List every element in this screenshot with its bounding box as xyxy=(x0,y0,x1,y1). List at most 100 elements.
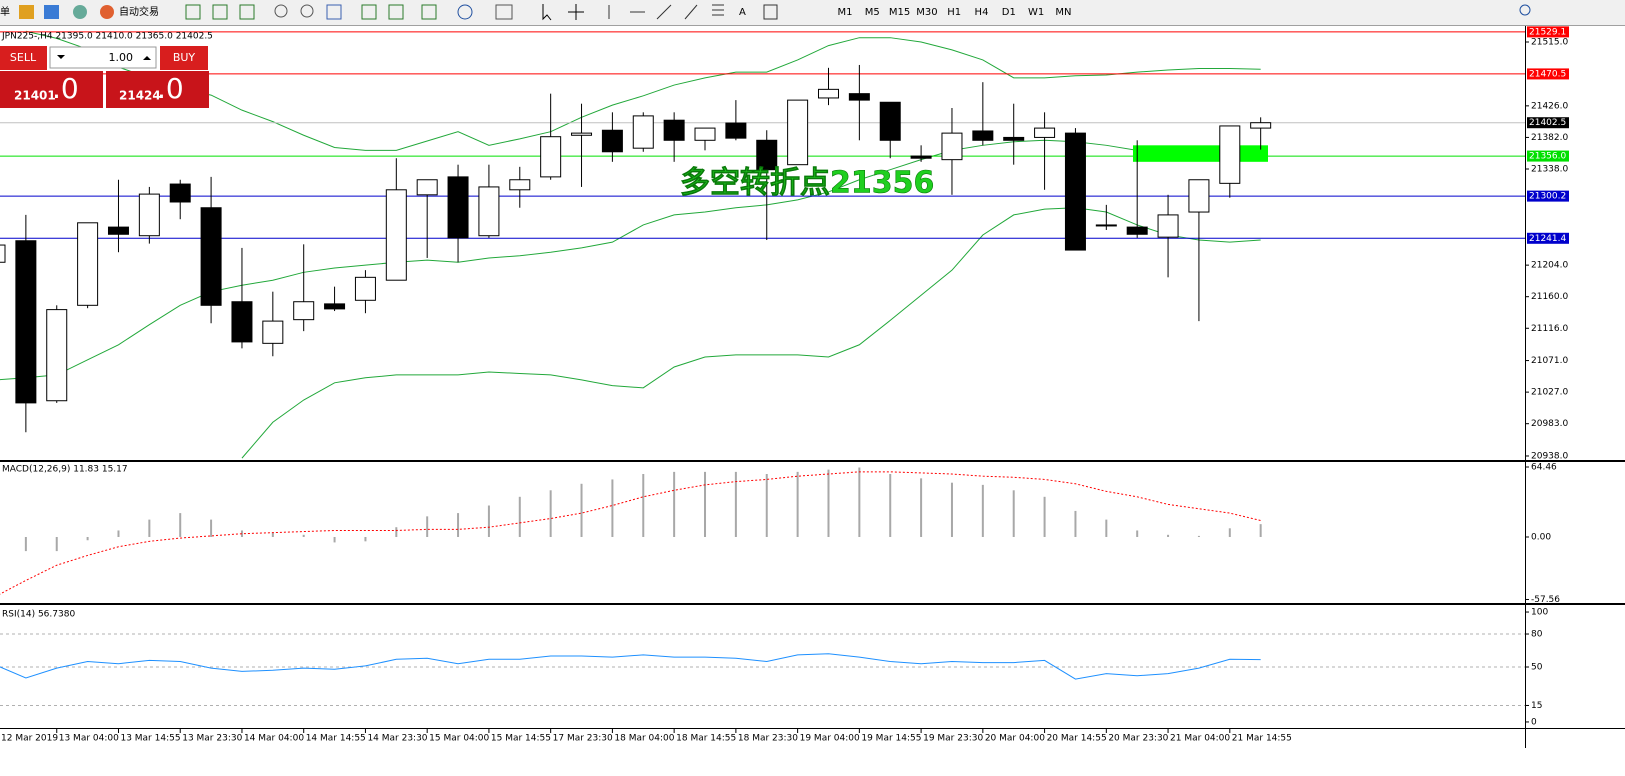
candle-body xyxy=(540,136,562,178)
timeframe-button[interactable]: H4 xyxy=(975,7,989,18)
x-tick-label: 13 Mar 23:30 xyxy=(182,734,242,744)
price-panel: 多空转折点21356 xyxy=(0,30,1525,459)
y-tick-label: 21338.0 xyxy=(1531,164,1568,174)
y-tick-label: 21426.0 xyxy=(1531,101,1568,111)
y-tick-label: 21515.0 xyxy=(1531,37,1568,47)
y-tick-label: 21116.0 xyxy=(1531,324,1568,334)
icon[interactable] xyxy=(457,4,473,20)
icon[interactable] xyxy=(542,4,552,21)
buy-button[interactable] xyxy=(160,46,208,70)
candle-body xyxy=(879,101,901,141)
timeframe-button[interactable]: M5 xyxy=(865,7,880,18)
timeframe-button[interactable]: M15 xyxy=(889,7,910,18)
icon[interactable] xyxy=(19,5,34,19)
y-tick-label: 15 xyxy=(1531,701,1542,711)
icon[interactable] xyxy=(185,4,201,20)
candle-body xyxy=(632,115,654,149)
menu-stub[interactable]: 单 xyxy=(0,6,10,18)
icon[interactable] xyxy=(300,4,314,18)
bid-main: 21401 xyxy=(14,89,56,103)
candle-body xyxy=(354,276,376,301)
bid-fraction: .0 xyxy=(52,72,79,105)
y-tick-label: 21071.0 xyxy=(1531,356,1568,366)
lot-value[interactable]: 1.00 xyxy=(109,51,134,64)
y-tick-label: 0 xyxy=(1531,717,1537,727)
level-tag xyxy=(1527,26,1569,38)
icon[interactable] xyxy=(421,4,437,20)
timeframe-button[interactable]: H1 xyxy=(947,7,961,18)
x-tick-label: 12 Mar 2019 xyxy=(1,734,58,744)
icon[interactable] xyxy=(568,4,584,20)
timeframe-button[interactable]: M30 xyxy=(916,7,937,18)
ask-box[interactable] xyxy=(106,71,209,108)
icon[interactable] xyxy=(326,4,342,20)
candle-body xyxy=(756,139,778,171)
icon[interactable] xyxy=(388,4,404,20)
candle-body xyxy=(817,88,839,99)
level-tag-label: 21529.1 xyxy=(1529,27,1566,37)
x-tick-label: 14 Mar 14:55 xyxy=(306,734,366,744)
candle-body xyxy=(15,240,37,404)
candle-body xyxy=(972,130,994,141)
level-tag xyxy=(1527,232,1569,244)
buy-label[interactable]: BUY xyxy=(173,51,196,64)
y-tick-label: -57.56 xyxy=(1531,595,1560,605)
candle-body xyxy=(1219,125,1241,184)
x-tick-label: 13 Mar 14:55 xyxy=(120,734,180,744)
icon[interactable] xyxy=(73,5,87,19)
level-tag xyxy=(1527,150,1569,162)
candle-body xyxy=(787,99,809,166)
level-tag xyxy=(1527,68,1569,80)
x-tick-label: 20 Mar 23:30 xyxy=(1108,734,1168,744)
text-tool[interactable]: A xyxy=(739,7,746,18)
autotrade-button[interactable]: 自动交易 xyxy=(119,5,159,18)
x-tick-label: 14 Mar 23:30 xyxy=(367,734,427,744)
candle-body xyxy=(1126,226,1148,235)
timeframe-button[interactable]: D1 xyxy=(1002,7,1016,18)
icons xyxy=(185,4,1531,21)
y-tick-label: 21204.0 xyxy=(1531,261,1568,271)
level-tag-label: 21402.5 xyxy=(1529,118,1566,128)
candle-body xyxy=(107,226,129,235)
sell-label[interactable]: SELL xyxy=(10,51,37,64)
timeframe-button[interactable]: W1 xyxy=(1028,7,1044,18)
timeframe-button[interactable]: MN xyxy=(1055,7,1071,18)
candle-body xyxy=(1157,214,1179,238)
candle-body xyxy=(138,193,160,237)
rsi-panel xyxy=(0,633,1525,706)
sell-button[interactable] xyxy=(0,46,47,70)
icon[interactable] xyxy=(763,4,778,20)
icon[interactable] xyxy=(274,4,288,18)
x-tick-label: 19 Mar 14:55 xyxy=(861,734,921,744)
search-icon[interactable] xyxy=(1519,4,1531,16)
y-tick-label: 0.00 xyxy=(1531,532,1551,542)
macd-panel xyxy=(0,467,1262,595)
y-tick-label: 20983.0 xyxy=(1531,419,1568,429)
x-tick-label: 19 Mar 23:30 xyxy=(923,734,983,744)
panel-title: RSI(14) 56.7380 xyxy=(2,610,75,620)
macd-axis: 64.46 0.00 -57.56 xyxy=(1525,462,1560,605)
icon[interactable] xyxy=(44,5,59,19)
icon[interactable] xyxy=(608,4,724,20)
icon[interactable] xyxy=(239,4,255,20)
lot-input[interactable] xyxy=(49,46,157,69)
level-tag-label: 21300.2 xyxy=(1529,192,1566,202)
timeframe-button[interactable]: M1 xyxy=(838,7,853,18)
x-tick-label: 14 Mar 04:00 xyxy=(244,734,304,744)
icon[interactable] xyxy=(495,4,513,20)
candle-body xyxy=(1003,136,1025,141)
candle-body xyxy=(1188,179,1210,213)
y-tick-label: 50 xyxy=(1531,662,1543,672)
icon[interactable] xyxy=(212,4,228,20)
candle-body xyxy=(1034,127,1056,138)
autotrade-icon[interactable] xyxy=(100,5,114,19)
x-tick-label: 20 Mar 14:55 xyxy=(1047,734,1107,744)
x-tick-label: 19 Mar 04:00 xyxy=(800,734,860,744)
candle-body xyxy=(663,119,685,141)
bid-box[interactable] xyxy=(0,71,103,108)
icon[interactable] xyxy=(361,4,377,20)
x-tick-label: 17 Mar 23:30 xyxy=(553,734,613,744)
candle-body xyxy=(293,301,315,321)
candle-body xyxy=(941,132,963,161)
